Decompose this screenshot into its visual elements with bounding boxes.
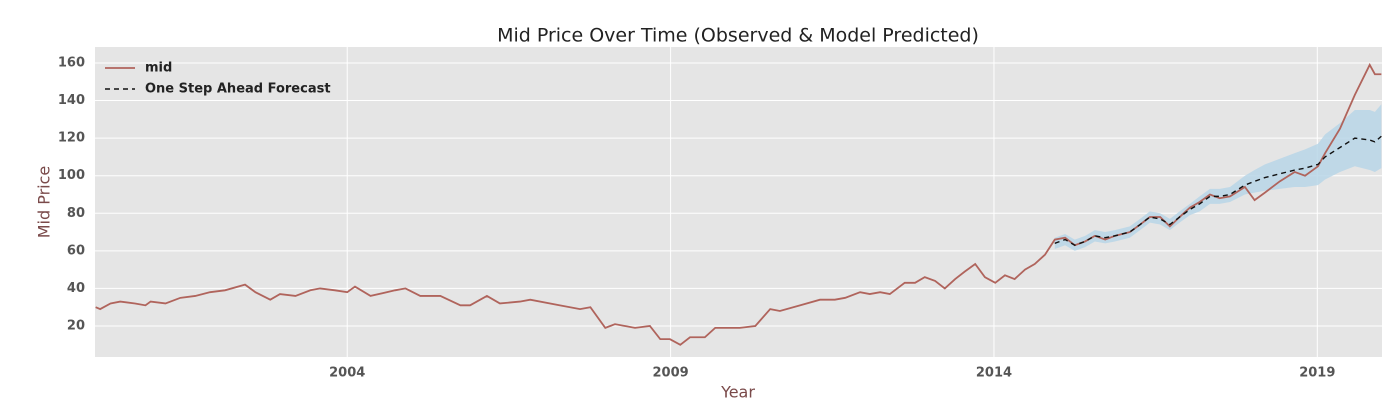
y-tick-label: 40 [67,281,85,296]
x-tick-label: 2004 [329,366,365,381]
y-tick-label: 20 [67,319,85,334]
y-tick-label: 80 [67,206,85,221]
confidence-band [1054,104,1382,251]
y-tick-label: 100 [58,168,85,183]
plot-area [95,47,1382,357]
series-line [95,62,1382,346]
y-tick-label: 120 [58,131,85,146]
x-tick-label: 2009 [652,366,688,381]
x-tick-label: 2019 [1299,366,1335,381]
legend-label: mid [145,61,172,76]
chart-title: Mid Price Over Time (Observed & Model Pr… [497,25,979,47]
x-tick-label: 2014 [976,366,1012,381]
series-line [1054,135,1382,246]
x-axis-label: Year [720,383,755,402]
y-tick-label: 140 [58,93,85,108]
legend-label: One Step Ahead Forecast [145,82,331,97]
y-axis-label: Mid Price [35,166,54,239]
y-tick-label: 160 [58,55,85,70]
y-tick-label: 60 [67,243,85,258]
